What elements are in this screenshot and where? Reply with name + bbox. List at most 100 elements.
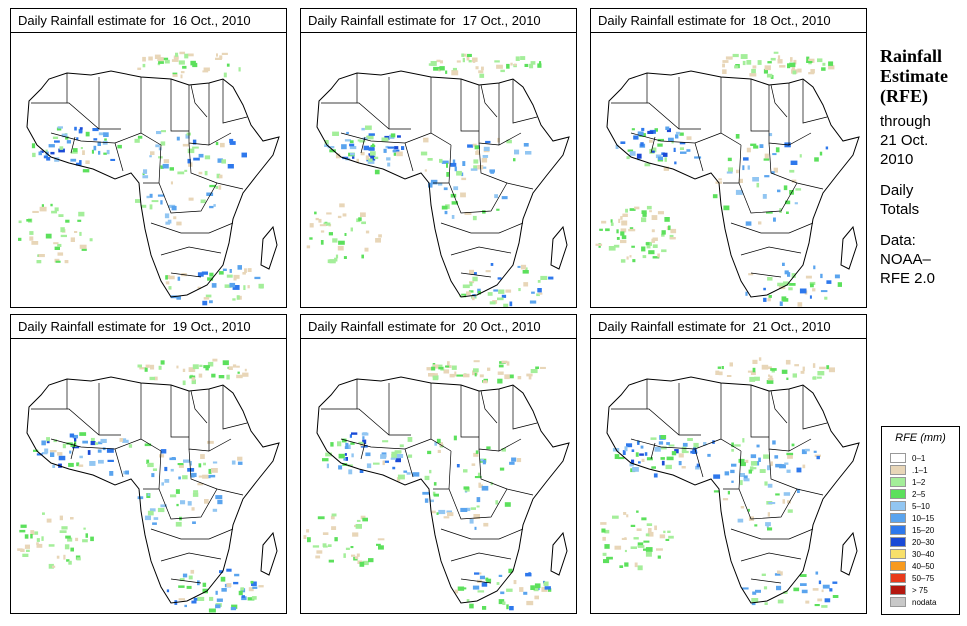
country-border xyxy=(430,383,452,452)
rain-cell xyxy=(806,56,810,62)
rain-cell xyxy=(391,454,398,459)
rain-cell xyxy=(238,590,243,596)
rain-cell xyxy=(70,237,75,242)
rain-cell xyxy=(470,168,478,171)
rain-cell xyxy=(489,169,495,173)
rain-cell xyxy=(72,148,78,152)
rain-cell xyxy=(486,578,492,583)
rain-cell xyxy=(640,142,644,147)
rain-cell xyxy=(718,178,722,181)
rain-cell xyxy=(631,245,635,248)
rain-cell xyxy=(309,237,313,240)
rain-cell xyxy=(763,586,768,590)
rain-cell xyxy=(198,475,206,478)
rain-cell xyxy=(430,179,438,185)
rain-cell xyxy=(832,581,838,584)
rain-cell xyxy=(119,438,123,442)
rain-cell xyxy=(211,283,217,288)
rain-cell xyxy=(746,147,751,153)
rain-cell xyxy=(746,60,752,65)
rain-cell xyxy=(738,458,745,463)
rain-cell xyxy=(466,291,471,296)
rain-cell xyxy=(608,246,616,251)
data-source: Data: NOAA– RFE 2.0 xyxy=(880,231,965,288)
rain-cell xyxy=(789,283,796,286)
rain-cell xyxy=(490,263,494,266)
rain-cell xyxy=(48,544,55,547)
rain-cell xyxy=(671,451,677,456)
rain-cell xyxy=(367,135,374,140)
rain-cell xyxy=(229,269,232,273)
rain-cell xyxy=(612,515,619,519)
rain-cell xyxy=(307,537,311,543)
rain-cell xyxy=(137,135,143,139)
rain-cell xyxy=(707,453,711,457)
rain-cell xyxy=(303,535,307,539)
rain-cell xyxy=(171,457,176,460)
rain-cell xyxy=(359,469,364,473)
rain-cell xyxy=(763,297,767,302)
rain-cell xyxy=(36,260,42,264)
rain-cell xyxy=(506,604,509,610)
rain-cell xyxy=(356,553,360,557)
rain-cell xyxy=(98,441,103,445)
panel-title: Daily Rainfall estimate for 21 Oct., 201… xyxy=(591,315,866,339)
rain-cell xyxy=(453,186,459,191)
rain-cell xyxy=(482,155,489,158)
rain-cell xyxy=(142,175,149,179)
rain-cell xyxy=(520,56,526,60)
rain-cell xyxy=(534,583,541,589)
rain-cell xyxy=(215,185,219,189)
rain-cell xyxy=(813,265,816,270)
rain-cell xyxy=(155,144,160,148)
rain-cell xyxy=(229,138,234,143)
rain-cell xyxy=(670,228,677,234)
country-border xyxy=(450,246,512,256)
rain-cell xyxy=(621,537,627,540)
legend-label: 2–5 xyxy=(912,489,926,499)
rain-cell xyxy=(150,364,155,370)
rain-cell xyxy=(351,554,356,557)
rain-cell xyxy=(149,193,153,198)
rain-cell xyxy=(341,438,347,443)
rain-cell xyxy=(190,569,195,574)
rain-cell xyxy=(207,361,214,367)
legend-swatch xyxy=(890,537,906,547)
rain-cell xyxy=(772,153,777,156)
rain-cell xyxy=(211,373,216,378)
rain-cell xyxy=(100,438,107,443)
rain-cell xyxy=(51,210,57,214)
rain-cell xyxy=(523,282,529,287)
rain-cell xyxy=(191,507,195,511)
rain-cell xyxy=(797,488,800,493)
madagascar-outline xyxy=(550,531,568,576)
rain-cell xyxy=(26,549,30,552)
rain-cell xyxy=(189,375,196,379)
rain-cell xyxy=(338,453,345,459)
rain-cell xyxy=(179,51,185,55)
rain-cell xyxy=(469,269,474,275)
country-border xyxy=(611,408,701,436)
rain-cell xyxy=(365,125,372,130)
rain-cell xyxy=(524,63,529,67)
rain-cell xyxy=(799,288,807,294)
rain-cell xyxy=(761,573,766,576)
rain-cell xyxy=(817,371,825,376)
rain-cell xyxy=(79,455,83,459)
rain-cell xyxy=(723,205,730,211)
rain-cell xyxy=(533,587,539,592)
rain-cell xyxy=(76,462,80,467)
rain-cell xyxy=(146,195,150,199)
rain-cell xyxy=(370,151,376,156)
rain-cell xyxy=(648,250,655,255)
rain-cell xyxy=(509,461,515,465)
rain-cell xyxy=(228,366,233,370)
rain-cell xyxy=(487,292,493,296)
rain-cell xyxy=(238,67,241,72)
rain-patches xyxy=(303,360,552,611)
rain-cell xyxy=(469,519,474,524)
rain-cell xyxy=(501,196,508,200)
rain-cell xyxy=(454,589,459,594)
rain-cell xyxy=(348,469,353,475)
rain-cell xyxy=(226,63,230,67)
